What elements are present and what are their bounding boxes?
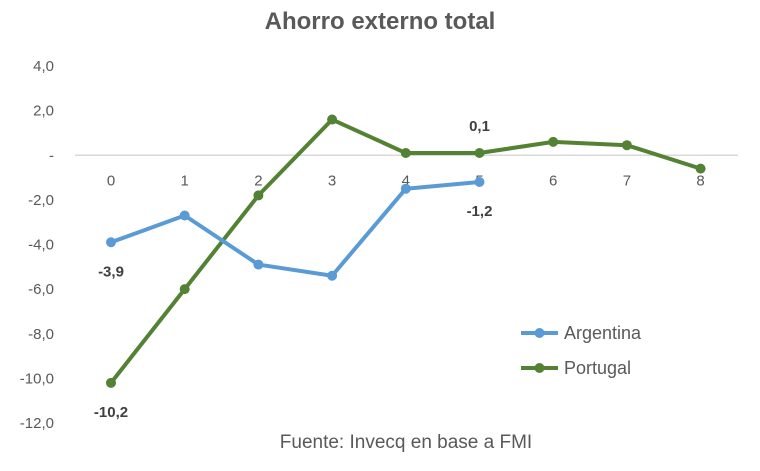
y-tick-label: 2,0 xyxy=(33,103,54,120)
data-point-portugal xyxy=(106,377,116,388)
x-tick-label: 1 xyxy=(181,172,189,189)
data-point-portugal xyxy=(253,190,264,201)
data-point-argentina xyxy=(327,270,338,281)
data-point-portugal xyxy=(621,140,632,151)
y-tick-label: -8,0 xyxy=(28,326,54,343)
legend: Argentina Portugal xyxy=(521,323,642,378)
series-lines xyxy=(106,114,706,388)
x-tick-label: 3 xyxy=(328,172,336,189)
x-tick-label: 6 xyxy=(549,172,557,189)
data-label-argentina: -3,9 xyxy=(98,263,124,280)
x-tick-label: 7 xyxy=(623,172,631,189)
legend-marker-portugal xyxy=(534,363,545,373)
y-tick-label: - xyxy=(49,147,54,164)
data-point-argentina xyxy=(179,210,190,221)
x-tick-label: 2 xyxy=(254,172,262,189)
data-label-portugal: -10,2 xyxy=(94,404,128,421)
y-tick-label: -2,0 xyxy=(28,192,54,209)
legend-label-portugal: Portugal xyxy=(564,358,631,378)
x-tick-label: 8 xyxy=(696,172,704,189)
data-point-argentina xyxy=(106,237,116,248)
source-note: Fuente: Invecq en base a FMI xyxy=(279,432,533,453)
data-point-portugal xyxy=(327,114,338,125)
legend-label-argentina: Argentina xyxy=(564,323,642,343)
chart-title: Ahorro externo total xyxy=(264,8,496,35)
data-point-argentina xyxy=(474,177,485,188)
y-tick-label: -4,0 xyxy=(28,237,54,254)
data-point-portugal xyxy=(474,148,485,159)
data-point-argentina xyxy=(253,259,264,270)
y-axis-labels: 4,0 2,0 - -2,0 -4,0 -6,0 -8,0 -10,0 -12,0 xyxy=(20,58,54,432)
x-tick-label: 4 xyxy=(402,172,410,189)
data-label-argentina: -1,2 xyxy=(467,203,493,220)
data-point-portugal xyxy=(695,163,706,174)
series-line-argentina xyxy=(109,180,482,278)
y-tick-label: -10,0 xyxy=(20,370,54,387)
y-tick-label: -12,0 xyxy=(20,415,54,432)
data-point-argentina xyxy=(400,183,411,194)
series-line-portugal xyxy=(109,117,703,385)
data-label-portugal: 0,1 xyxy=(469,118,490,135)
data-point-portugal xyxy=(179,284,190,295)
y-tick-label: 4,0 xyxy=(33,58,54,75)
data-point-portugal xyxy=(400,148,411,159)
x-tick-label: 0 xyxy=(107,172,115,189)
legend-marker-argentina xyxy=(534,328,545,338)
data-labels: -3,9 -1,2 -10,2 0,1 xyxy=(94,118,493,421)
y-tick-label: -6,0 xyxy=(28,281,54,298)
data-point-portugal xyxy=(548,136,559,147)
